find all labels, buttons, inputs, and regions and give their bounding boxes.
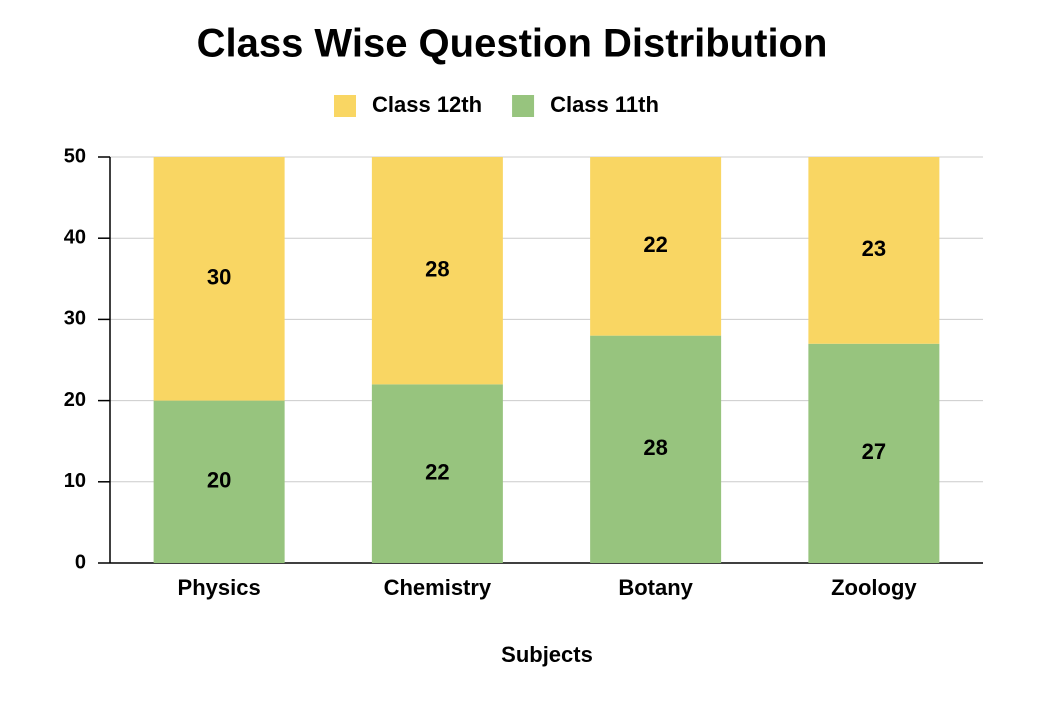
legend-swatch bbox=[334, 95, 356, 117]
x-tick-label: Chemistry bbox=[384, 575, 492, 600]
bar-segment bbox=[371, 384, 503, 563]
data-label: 28 bbox=[643, 435, 667, 460]
x-tick-label: Zoology bbox=[831, 575, 917, 600]
legend-swatch bbox=[512, 95, 535, 117]
data-label: 27 bbox=[862, 439, 886, 464]
y-tick-label: 30 bbox=[64, 308, 86, 330]
data-label: 28 bbox=[425, 256, 449, 281]
bar-segment bbox=[590, 335, 722, 563]
bar-segment bbox=[808, 157, 940, 344]
legend-label: Class 12th bbox=[372, 92, 482, 117]
x-axis-label: Subjects bbox=[501, 642, 593, 667]
data-label: 22 bbox=[643, 232, 667, 257]
x-tick-label: Physics bbox=[178, 575, 261, 600]
legend-label: Class 11th bbox=[550, 92, 659, 117]
bar-segment bbox=[153, 400, 285, 563]
y-tick-label: 10 bbox=[64, 470, 86, 492]
bar-segment bbox=[808, 343, 940, 563]
data-label: 23 bbox=[862, 236, 886, 261]
data-label: 22 bbox=[425, 459, 449, 484]
y-tick-label: 40 bbox=[64, 226, 86, 248]
y-tick-label: 0 bbox=[75, 551, 86, 573]
bar-segment bbox=[153, 157, 285, 401]
chart-title: Class Wise Question Distribution bbox=[197, 22, 828, 66]
y-tick-label: 50 bbox=[64, 145, 86, 167]
bar-segment bbox=[590, 157, 722, 336]
y-tick-label: 20 bbox=[64, 389, 86, 411]
bar-segment bbox=[371, 157, 503, 385]
data-label: 30 bbox=[207, 265, 231, 290]
data-label: 20 bbox=[207, 468, 231, 493]
x-tick-label: Botany bbox=[618, 575, 693, 600]
